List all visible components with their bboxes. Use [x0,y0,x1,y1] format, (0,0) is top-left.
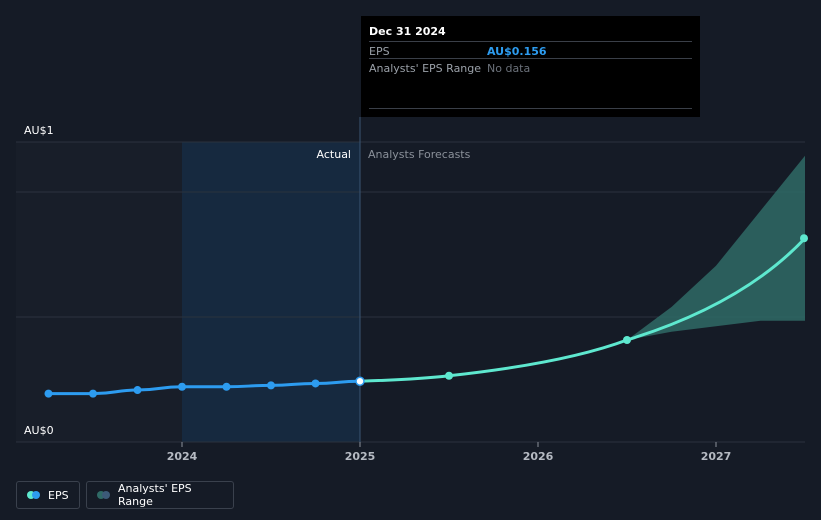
past-region [16,142,182,442]
legend-eps-toggle[interactable]: EPS [16,481,80,509]
analyst-range-band [627,155,805,340]
range-band-area [627,155,805,340]
y-tick-label-top: AU$1 [24,124,54,137]
actual-region-label: Actual [317,148,351,161]
tooltip-eps-label: EPS [369,45,390,58]
eps-legend-icon [27,491,40,499]
eps-points [44,234,808,398]
eps-actual-point [267,381,275,390]
eps-actual-point [311,379,320,388]
eps-lines [48,237,807,396]
y-tick-label-bottom: AU$0 [24,424,54,437]
eps-actual-point [89,389,97,398]
tooltip-eps-value: AU$0.156 [487,45,547,58]
eps-forecast-line [359,237,807,383]
x-tick-label: 2024 [167,450,198,463]
eps-forecast-point [445,371,453,380]
eps-actual-point [178,382,186,391]
eps-actual-point [222,382,231,391]
eps-point-highlighted [355,376,365,386]
tooltip-range-value: No data [487,62,531,75]
legend-range-toggle[interactable]: Analysts' EPS Range [86,481,234,509]
eps-actual-line [48,379,361,396]
eps-actual-point [44,389,53,398]
tooltip-divider [369,108,692,109]
forecast-region-label: Analysts Forecasts [368,148,471,161]
legend-range-label: Analysts' EPS Range [118,482,192,508]
eps-forecast-point [800,234,808,243]
tooltip-date: Dec 31 2024 [369,25,446,38]
tooltip-range-label: Analysts' EPS Range [369,62,482,75]
tooltip: Dec 31 2024 EPS AU$0.156 Analysts' EPS R… [361,16,700,117]
tooltip-range-row: Analysts' EPS Range No data [369,58,692,77]
x-tick-label: 2027 [701,450,732,463]
eps-actual-point [133,386,142,395]
x-axis-ticks: 2024 2025 2026 2027 [167,442,732,463]
actual-highlight-region [182,142,360,442]
legend-eps-label: EPS [48,488,69,502]
x-tick-label: 2025 [345,450,376,463]
range-legend-icon [97,491,110,499]
eps-forecast-point [623,336,631,344]
x-tick-label: 2026 [523,450,554,463]
tooltip-eps-row: EPS AU$0.156 [369,41,692,60]
